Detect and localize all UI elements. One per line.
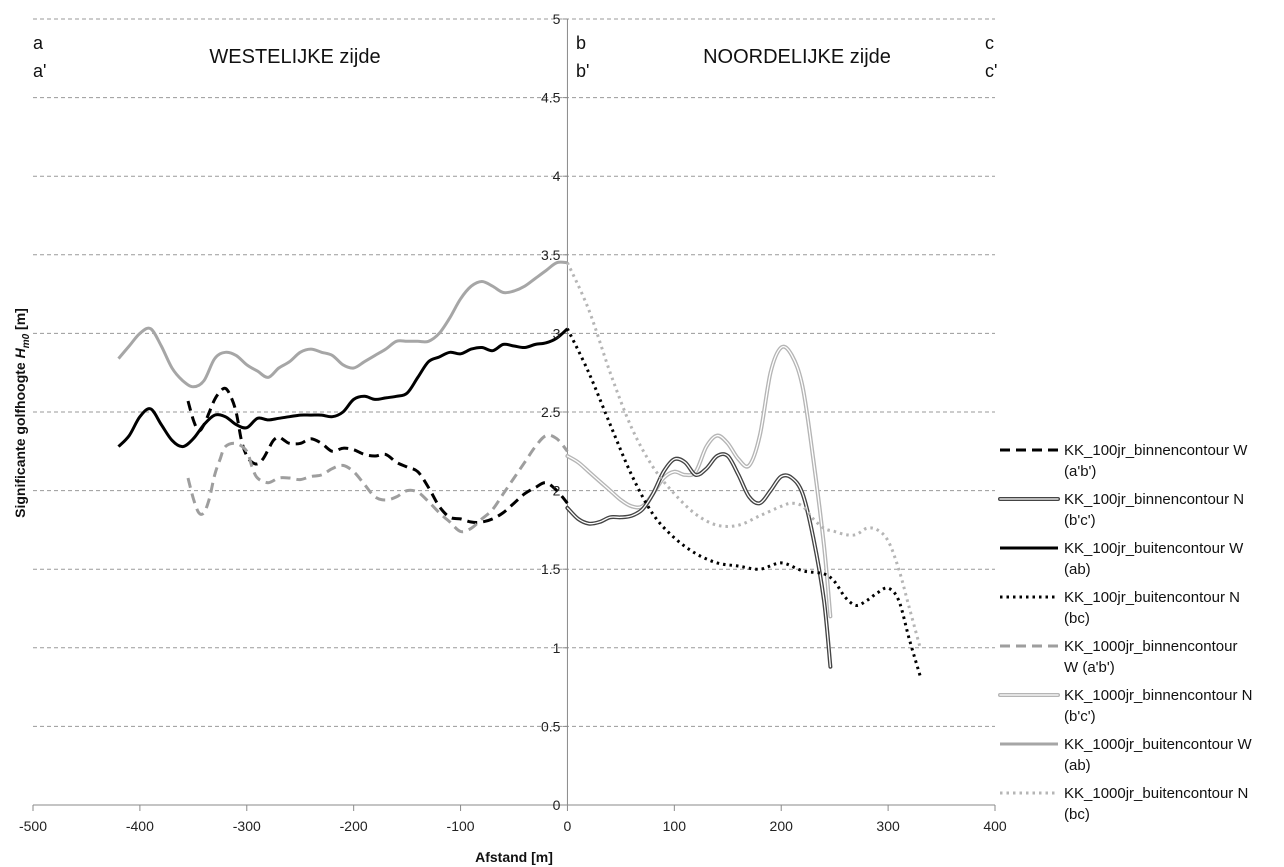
- y-tick-label: 0.5: [541, 718, 561, 734]
- label-c: c: [985, 33, 994, 53]
- plot-area: [117, 260, 922, 677]
- label-c-prime: c': [985, 61, 997, 81]
- legend-label: (b'c'): [1064, 708, 1096, 725]
- label-a-prime: a': [33, 61, 46, 81]
- y-tick-label: 3: [553, 325, 561, 341]
- x-tick-label: 0: [564, 818, 572, 834]
- north-title: NOORDELIJKE zijde: [703, 46, 891, 68]
- y-tick-label: 1.5: [541, 561, 561, 577]
- legend-label: (bc): [1064, 806, 1090, 823]
- grid-lines: [33, 18, 995, 727]
- series-line-4: [566, 328, 922, 677]
- x-axis-title: Afstand [m]: [475, 849, 553, 865]
- y-tick-label: 0: [553, 797, 561, 813]
- y-axis-title-symbol: H: [12, 347, 28, 358]
- series-line-7: [117, 260, 568, 389]
- legend-label: KK_100jr_binnencontour W: [1064, 442, 1248, 459]
- legend-label: KK_1000jr_binnencontour: [1064, 638, 1237, 655]
- west-title: WESTELIJKE zijde: [209, 46, 380, 68]
- label-a: a: [33, 33, 44, 53]
- legend-label: KK_1000jr_binnencontour N: [1064, 687, 1252, 704]
- label-b: b: [576, 33, 586, 53]
- x-tick-label: -500: [19, 818, 47, 834]
- y-tick-label: 1: [553, 640, 561, 656]
- y-tick-label: 5: [553, 11, 561, 27]
- y-axis-title-suffix: [m]: [12, 308, 28, 334]
- legend: KK_100jr_binnencontour W (a'b') KK_100jr_b…: [998, 442, 1252, 823]
- x-tick-label: 300: [876, 818, 900, 834]
- x-tick-label: 100: [663, 818, 687, 834]
- legend-label: (ab): [1064, 561, 1091, 578]
- legend-label: W (a'b'): [1064, 659, 1115, 676]
- x-tick-label: 200: [770, 818, 794, 834]
- y-tick-label: 3.5: [541, 247, 561, 263]
- x-tick-label: -300: [233, 818, 261, 834]
- x-tick-label: -100: [447, 818, 475, 834]
- legend-label: KK_100jr_buitencontour W: [1064, 540, 1244, 557]
- series-line-1: [186, 386, 569, 524]
- series-line-5: [186, 433, 569, 534]
- legend-label: (bc): [1064, 610, 1090, 627]
- series-line-6-inner: [566, 345, 832, 618]
- axes: [32, 18, 996, 811]
- series-line-2-inner: [566, 453, 832, 668]
- series-line-3: [117, 327, 569, 449]
- y-tick-label: 2: [553, 483, 561, 499]
- legend-label: (ab): [1064, 757, 1091, 774]
- y-tick-label: 2.5: [541, 404, 561, 420]
- series-line-6: [565, 344, 833, 619]
- legend-label: KK_1000jr_buitencontour N: [1064, 785, 1248, 802]
- legend-label: (a'b'): [1064, 463, 1096, 480]
- legend-label: (b'c'): [1064, 512, 1096, 529]
- legend-label: KK_1000jr_buitencontour W: [1064, 736, 1252, 753]
- y-tick-label: 4.5: [541, 90, 561, 106]
- y-axis-title-subscript: m0: [21, 333, 32, 348]
- y-tick-label: 4: [553, 168, 561, 184]
- legend-label: KK_100jr_binnencontour N: [1064, 491, 1244, 508]
- x-tick-label: -200: [340, 818, 368, 834]
- label-b-prime: b': [576, 61, 589, 81]
- x-tick-label: -400: [126, 818, 154, 834]
- y-axis-title-prefix: Significante golfhoogte: [12, 358, 28, 517]
- x-tick-label: 400: [983, 818, 1007, 834]
- tick-labels: -500 -400 -300 -200 -100 0 100 200 300 400 0 0.5 1 1.…: [19, 11, 1007, 834]
- legend-label: KK_100jr_buitencontour N: [1064, 589, 1240, 606]
- y-axis-title: Significante golfhoogte Hm0 [m]: [12, 308, 32, 518]
- series-line-8: [566, 262, 922, 649]
